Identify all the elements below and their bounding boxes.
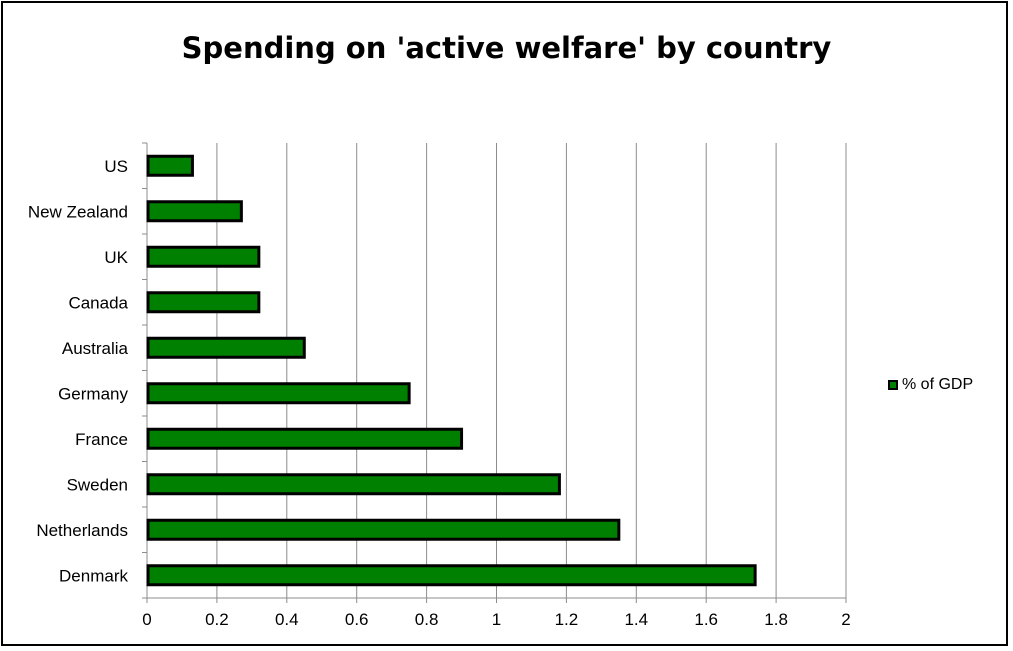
bar	[146, 473, 561, 496]
x-tick-label: 0.4	[275, 610, 299, 629]
bar	[146, 382, 411, 405]
bar	[146, 245, 261, 268]
bar	[146, 291, 261, 314]
category-label: Canada	[68, 293, 128, 312]
bar	[146, 154, 194, 177]
bar	[146, 518, 621, 541]
category-label: Netherlands	[36, 521, 128, 540]
legend: % of GDP	[888, 376, 973, 394]
category-label: Sweden	[67, 475, 128, 494]
category-label: Australia	[62, 339, 129, 358]
legend-swatch	[888, 380, 898, 390]
x-tick-label: 1.2	[555, 610, 579, 629]
category-label: Germany	[58, 384, 128, 403]
x-tick-label: 0	[142, 610, 151, 629]
plot-area: 0 0.2 0.4 0.6 0.8 1 1.2 1.4 1.6 1.8 2 US New Zealand…	[28, 142, 851, 629]
category-label: New Zealand	[28, 202, 128, 221]
bar	[146, 200, 243, 223]
x-tick-label: 0.8	[415, 610, 439, 629]
x-tick-label: 2	[841, 610, 850, 629]
x-tick-label: 0.6	[345, 610, 369, 629]
bar	[146, 427, 464, 450]
category-label: Denmark	[59, 566, 128, 585]
bar	[146, 336, 306, 359]
bar	[146, 564, 757, 587]
chart-title: Spending on 'active welfare' by country	[181, 31, 832, 65]
legend-label: % of GDP	[902, 376, 974, 393]
x-tick-label: 1.8	[764, 610, 788, 629]
x-tick-label: 1.4	[624, 610, 648, 629]
x-tick-label: 1.6	[694, 610, 718, 629]
category-label: France	[75, 430, 128, 449]
x-tick-label: 0.2	[205, 610, 229, 629]
category-label: US	[104, 157, 128, 176]
category-label: UK	[104, 248, 128, 267]
x-tick-label: 1	[492, 610, 501, 629]
